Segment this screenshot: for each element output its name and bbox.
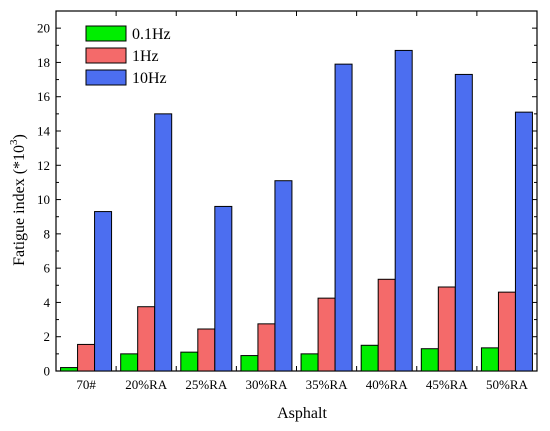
y-axis-label-close: ) [11, 134, 28, 139]
x-tick-label: 45%RA [426, 377, 469, 392]
x-tick-label: 50%RA [486, 377, 529, 392]
bar-10Hz-40%RA [394, 49, 413, 372]
x-axis-ticks: 70# 20%RA 25%RA 30%RA 35%RA 40%RA 45%RA 50%RA [76, 11, 528, 392]
y-tick-label: 20 [37, 21, 50, 36]
bar-10Hz-20%RA [154, 113, 173, 372]
y-tick-label: 4 [44, 295, 51, 310]
bar-0.1Hz-20%RA [120, 353, 139, 372]
y-axis-ticks: 0 2 4 6 8 10 12 14 16 18 20 [37, 21, 537, 379]
bar-1Hz-70# [77, 343, 96, 372]
y-tick-label: 8 [44, 226, 51, 241]
y-tick-label: 2 [44, 329, 51, 344]
bar-1Hz-25%RA [197, 328, 216, 372]
x-tick-label: 70# [76, 377, 96, 392]
x-tick-label: 35%RA [306, 377, 349, 392]
y-tick-label: 14 [37, 124, 51, 139]
bar-0.1Hz-70# [60, 367, 79, 372]
legend-label-0.1Hz: 0.1Hz [132, 26, 171, 43]
bar-0.1Hz-50%RA [480, 347, 499, 372]
legend-swatch-10Hz [85, 69, 127, 86]
y-axis-label-main: Fatigue index (*10 [11, 145, 28, 266]
bar-10Hz-50%RA [514, 111, 533, 372]
bar-1Hz-50%RA [497, 291, 516, 372]
legend-swatch-1Hz [85, 47, 127, 64]
bar-0.1Hz-35%RA [300, 353, 319, 372]
x-tick-label: 25%RA [185, 377, 228, 392]
legend: 0.1Hz 1Hz 10Hz [85, 25, 171, 87]
bars [60, 49, 533, 372]
y-tick-label: 0 [44, 364, 51, 379]
y-tick-label: 18 [37, 55, 50, 70]
y-tick-label: 6 [44, 261, 51, 276]
x-tick-label: 30%RA [245, 377, 288, 392]
bar-10Hz-30%RA [274, 180, 293, 372]
y-tick-label: 10 [37, 192, 50, 207]
bar-0.1Hz-40%RA [360, 344, 379, 372]
bar-1Hz-45%RA [437, 286, 456, 372]
legend-swatch-0.1Hz [85, 25, 127, 42]
bar-1Hz-40%RA [377, 278, 396, 372]
bar-0.1Hz-25%RA [180, 351, 199, 372]
bar-10Hz-35%RA [334, 63, 353, 372]
bar-1Hz-20%RA [137, 306, 156, 372]
x-tick-label: 40%RA [366, 377, 409, 392]
y-tick-label: 12 [37, 158, 50, 173]
bar-10Hz-25%RA [214, 205, 233, 372]
bar-10Hz-70# [94, 211, 113, 372]
bar-10Hz-45%RA [454, 73, 473, 372]
bar-1Hz-35%RA [317, 297, 336, 372]
legend-label-1Hz: 1Hz [132, 48, 159, 65]
legend-label-10Hz: 10Hz [132, 70, 167, 87]
bar-0.1Hz-45%RA [420, 348, 439, 372]
y-tick-label: 16 [37, 89, 51, 104]
y-axis-label-superscript: 3 [8, 139, 20, 145]
bar-0.1Hz-30%RA [240, 355, 259, 372]
x-tick-label: 20%RA [125, 377, 168, 392]
bar-1Hz-30%RA [257, 323, 276, 372]
y-axis-label: Fatigue index (*103) [8, 134, 28, 266]
x-axis-label: Asphalt [277, 405, 327, 422]
